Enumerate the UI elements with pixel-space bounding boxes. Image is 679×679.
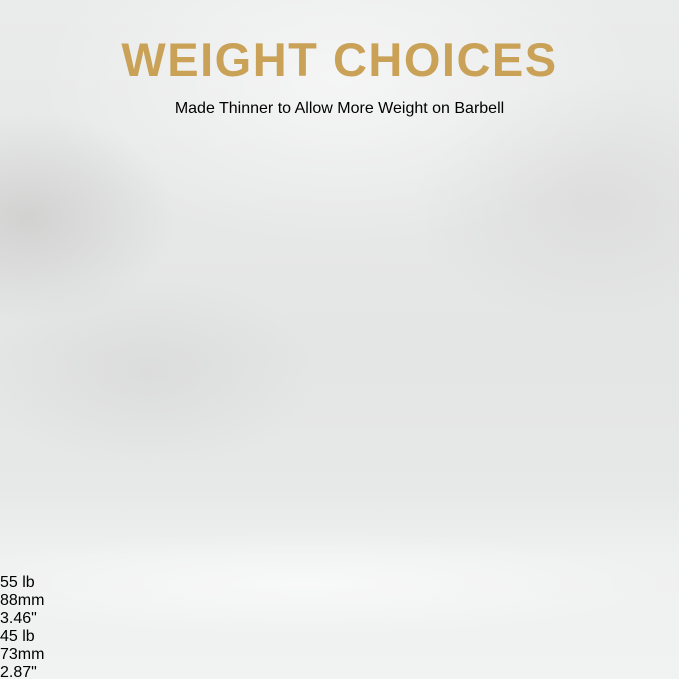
header: WEIGHT CHOICES Made Thinner to Allow Mor… (0, 36, 679, 134)
spec-card-thickness-inches: 3.46" (0, 610, 37, 627)
thickness-guide-line (0, 451, 679, 492)
thickness-guide-line (0, 164, 679, 205)
thickness-guide-line (0, 328, 679, 369)
spec-card-thickness-mm: 88mm (0, 592, 45, 609)
spec-card-body: 88mm 3.46" (0, 592, 679, 628)
page-title: WEIGHT CHOICES (121, 33, 558, 86)
spec-card-body: 73mm 2.87" (0, 646, 679, 679)
spec-card: 45 lb 73mm 2.87" (0, 628, 679, 679)
spec-card: 55 lb 88mm 3.46" (0, 574, 679, 628)
thickness-guide-line (0, 533, 679, 574)
thickness-guide-line (0, 369, 679, 410)
spec-card-weight-label: 55 lb (0, 574, 35, 591)
spec-card-weight-label: 45 lb (0, 628, 35, 645)
spec-card-thickness-inches: 2.87" (0, 664, 37, 679)
spec-card-thickness-mm: 73mm (0, 646, 45, 663)
thickness-guide-line (0, 205, 679, 246)
thickness-guide-line (0, 492, 679, 533)
thickness-guide-line (0, 287, 679, 328)
thickness-guide-line (0, 246, 679, 287)
page-subtitle: Made Thinner to Allow More Weight on Bar… (174, 99, 505, 117)
spec-cards-layer: 55 lb 88mm 3.46" 45 lb 73mm 2.87" 35 lb … (0, 574, 679, 679)
thickness-guide-line (0, 410, 679, 451)
